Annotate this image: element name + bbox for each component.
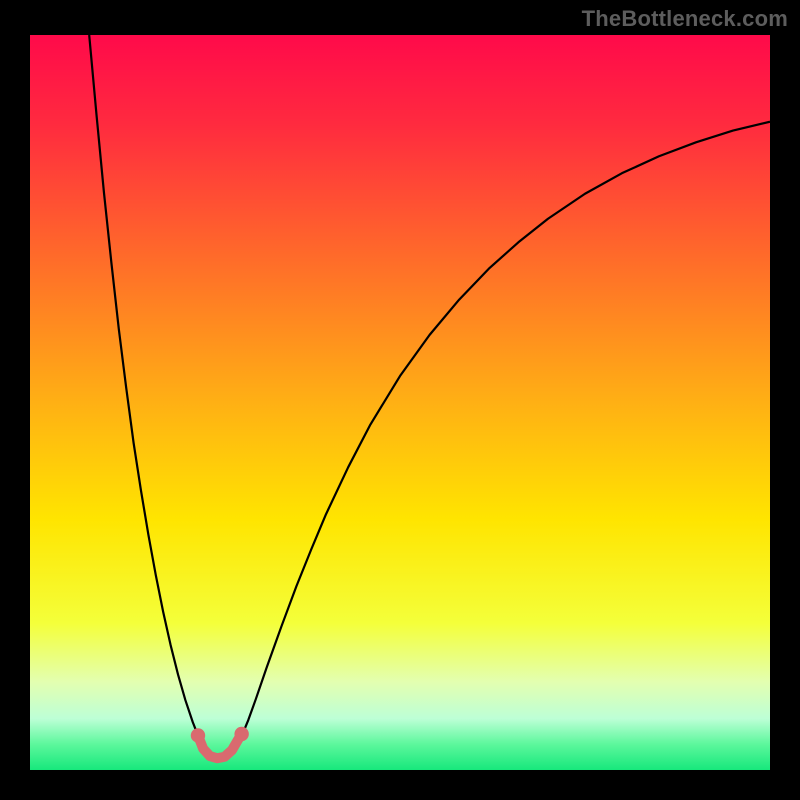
plot-area <box>30 35 770 770</box>
heat-gradient <box>30 35 770 770</box>
watermark-text: TheBottleneck.com <box>582 6 788 32</box>
chart-stage: TheBottleneck.com <box>0 0 800 800</box>
